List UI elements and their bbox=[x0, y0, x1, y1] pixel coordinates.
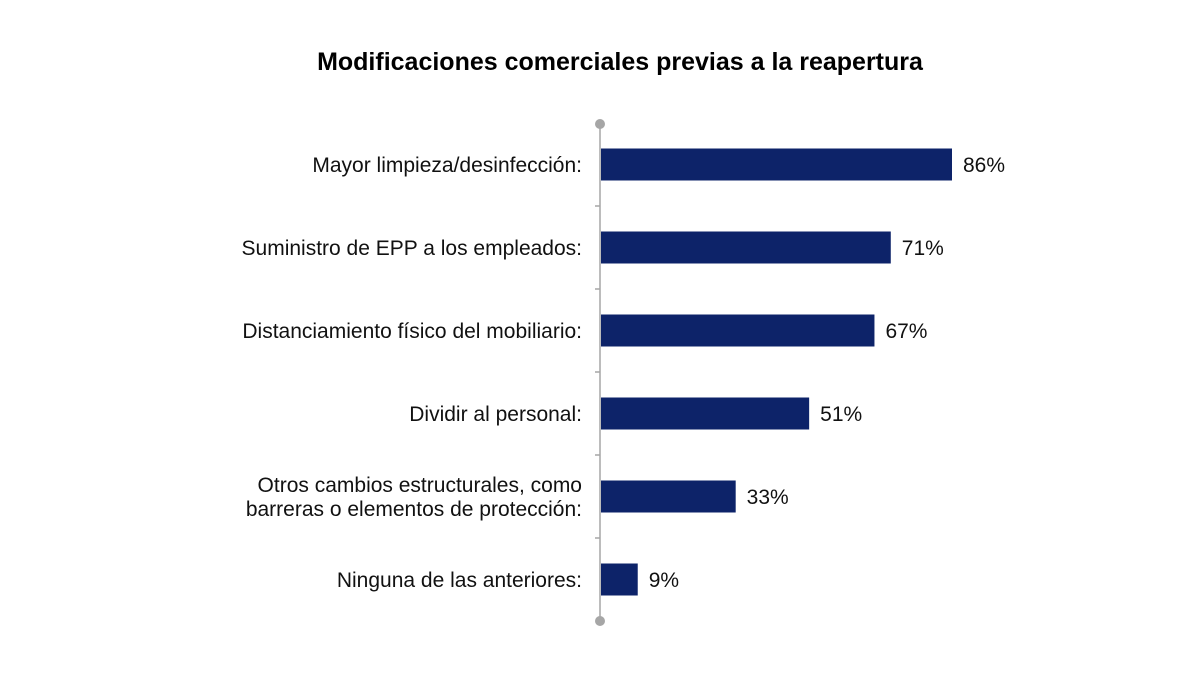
category-label: Suministro de EPP a los empleados: bbox=[242, 237, 582, 260]
category-label-line: Distanciamiento físico del mobiliario: bbox=[242, 320, 582, 343]
axis-top-cap bbox=[595, 119, 605, 129]
category-label-line: Suministro de EPP a los empleados: bbox=[242, 237, 582, 260]
category-label-line: Ninguna de las anteriores: bbox=[337, 569, 582, 592]
value-label: 67% bbox=[885, 320, 927, 343]
bar bbox=[601, 231, 891, 264]
value-label: 51% bbox=[820, 403, 862, 426]
value-label: 9% bbox=[649, 569, 679, 592]
category-label-line: Otros cambios estructurales, como bbox=[258, 474, 582, 497]
category-label: Ninguna de las anteriores: bbox=[337, 569, 582, 592]
category-label-line: Mayor limpieza/desinfección: bbox=[312, 154, 582, 177]
category-label: Otros cambios estructurales, como barrera… bbox=[246, 474, 582, 521]
value-label: 33% bbox=[747, 486, 789, 509]
value-label: 86% bbox=[963, 154, 1005, 177]
chart-title: Modificaciones comerciales previas a la … bbox=[317, 48, 923, 76]
category-label-line: barreras o elementos de protección: bbox=[246, 498, 582, 521]
axis-bottom-cap bbox=[595, 616, 605, 626]
category-label: Dividir al personal: bbox=[409, 403, 582, 426]
category-label: Mayor limpieza/desinfección: bbox=[312, 154, 582, 177]
bar bbox=[601, 148, 952, 181]
value-label: 71% bbox=[902, 237, 944, 260]
bar bbox=[601, 314, 875, 347]
bar bbox=[601, 480, 736, 513]
category-label: Distanciamiento físico del mobiliario: bbox=[242, 320, 582, 343]
bar bbox=[601, 397, 810, 430]
category-label-line: Dividir al personal: bbox=[409, 403, 582, 426]
bar bbox=[601, 563, 638, 596]
